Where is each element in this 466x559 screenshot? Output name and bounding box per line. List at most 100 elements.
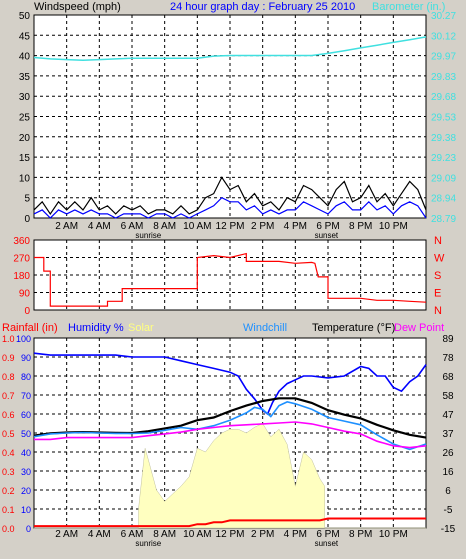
temperature-y-tick-label: -15 (441, 524, 456, 535)
x-tick-label: 10 AM (183, 221, 211, 232)
wind_gust-line (33, 176, 427, 215)
x-tick-label: 6 AM (121, 221, 144, 232)
rain-y-tick-label: 0.3 (2, 467, 15, 477)
rain-y-tick-label: 0.0 (2, 524, 15, 534)
direction-y-tick-label: 90 (19, 289, 31, 300)
rain-y-tick-label: 0.9 (2, 353, 15, 363)
rain-y-tick-label: 0.2 (2, 486, 15, 496)
legend-dewpoint: Dew Point (394, 322, 444, 334)
legend-rainfall: Rainfall (in) (2, 322, 58, 334)
x-tick-label: 10 PM (379, 529, 408, 540)
x-tick-label: 8 AM (153, 221, 176, 232)
barometer-y-tick-label: 30.12 (431, 31, 456, 42)
wind-y-tick-label: 50 (19, 11, 31, 22)
temperature-y-tick-label: 68 (442, 372, 454, 383)
windchill-line (33, 401, 427, 451)
wind-direction-line (34, 252, 427, 307)
direction-y-tick-label: 180 (13, 271, 30, 282)
sunset-label: sunset (315, 231, 339, 240)
sunrise-label: sunrise (135, 231, 161, 240)
humidity-y-tick-label: 0 (26, 524, 31, 534)
x-tick-label: 8 PM (349, 221, 372, 232)
compass-tick-label: N (434, 305, 442, 317)
humidity-y-tick-label: 100 (16, 334, 31, 344)
barometer-y-tick-label: 29.23 (431, 153, 456, 164)
wind-y-tick-label: 5 (24, 194, 30, 205)
wind-y-tick-label: 0 (24, 214, 30, 225)
humidity-y-tick-label: 80 (21, 372, 31, 382)
direction-y-tick-label: 360 (13, 236, 30, 247)
x-tick-label: 2 AM (55, 221, 78, 232)
compass-tick-label: S (434, 270, 441, 282)
sunset-label: sunset (315, 539, 339, 548)
humidity-y-tick-label: 30 (21, 467, 31, 477)
dewpoint-line (34, 421, 427, 449)
temperature-y-tick-label: 6 (445, 486, 451, 497)
x-tick-label: 6 AM (121, 529, 144, 540)
x-tick-label: 6 PM (316, 529, 339, 540)
barometer-y-tick-label: 28.79 (431, 214, 456, 225)
x-tick-label: 4 AM (88, 529, 111, 540)
direction-y-tick-label: 270 (13, 254, 30, 265)
wind-y-tick-label: 30 (19, 92, 31, 103)
legend-solar: Solar (128, 322, 154, 334)
temperature-y-tick-label: 26 (442, 448, 454, 459)
solar-area (34, 423, 426, 529)
barometer-line (33, 36, 427, 62)
temperature-y-tick-label: 58 (442, 391, 454, 402)
temperature-y-tick-label: 16 (442, 467, 454, 478)
legend-windchill: Windchill (243, 322, 287, 334)
barometer-y-tick-label: 30.27 (431, 11, 456, 22)
humidity-y-tick-label: 50 (21, 429, 31, 439)
legend-humidity: Humidity % (68, 322, 124, 334)
humidity-y-tick-label: 90 (21, 353, 31, 363)
temperature-y-tick-label: 89 (442, 334, 454, 345)
compass-tick-label: W (434, 253, 445, 265)
barometer-axis-title: Barometer (in.) (372, 1, 445, 13)
wind-y-tick-label: 20 (19, 133, 31, 144)
compass-tick-label: E (434, 288, 441, 300)
wind-barometer-panel: 0 5 10 15 20 25 30 35 40 45 50 28.79 28.94 29.09 29.2… (19, 11, 457, 240)
rain-y-tick-label: 0.5 (2, 429, 15, 439)
humidity-y-tick-label: 20 (21, 486, 31, 496)
x-tick-label: 2 PM (251, 529, 274, 540)
x-tick-label: 4 PM (284, 529, 307, 540)
barometer-y-tick-label: 29.97 (431, 52, 456, 63)
barometer-y-tick-label: 29.38 (431, 133, 456, 144)
barometer-y-tick-label: 29.09 (431, 173, 456, 184)
barometer-y-tick-label: 29.83 (431, 72, 456, 83)
graph-title: 24 hour graph day : February 25 2010 (170, 1, 355, 13)
barometer-y-tick-label: 29.68 (431, 92, 456, 103)
x-tick-label: 4 AM (88, 221, 111, 232)
wind-y-tick-label: 45 (19, 31, 31, 42)
windspeed-axis-title: Windspeed (mph) (34, 1, 121, 13)
temperature-panel: 0.0 0.1 0.2 0.3 0.4 0.5 0.6 0.7 0.8 0.9 1.0 0 10 20 3… (2, 334, 456, 548)
x-tick-label: 10 AM (183, 529, 211, 540)
x-tick-label: 8 PM (349, 529, 372, 540)
x-tick-label: 2 AM (55, 529, 78, 540)
humidity-y-tick-label: 60 (21, 410, 31, 420)
wind_avg-line (33, 196, 427, 219)
x-tick-label: 12 PM (216, 221, 245, 232)
rain-y-tick-label: 0.1 (2, 505, 15, 515)
barometer-y-tick-label: 28.94 (431, 194, 456, 205)
humidity-y-tick-label: 10 (21, 505, 31, 515)
humidity-y-tick-label: 40 (21, 448, 31, 458)
temperature-y-tick-label: 37 (442, 429, 454, 440)
sunrise-label: sunrise (135, 539, 161, 548)
wind-y-tick-label: 35 (19, 72, 31, 83)
rain-y-tick-label: 1.0 (2, 334, 15, 344)
temperature-legend: Rainfall (in) Humidity % Solar Windchill… (2, 322, 444, 334)
barometer-y-tick-label: 29.53 (431, 113, 456, 124)
direction-y-tick-label: 0 (24, 306, 30, 317)
x-tick-label: 4 PM (284, 221, 307, 232)
rainfall-line (34, 517, 426, 528)
x-tick-label: 6 PM (316, 221, 339, 232)
compass-tick-label: N (434, 235, 442, 247)
rain-y-tick-label: 0.6 (2, 410, 15, 420)
x-tick-label: 10 PM (379, 221, 408, 232)
x-tick-label: 2 PM (251, 221, 274, 232)
humidity-y-tick-label: 70 (21, 391, 31, 401)
